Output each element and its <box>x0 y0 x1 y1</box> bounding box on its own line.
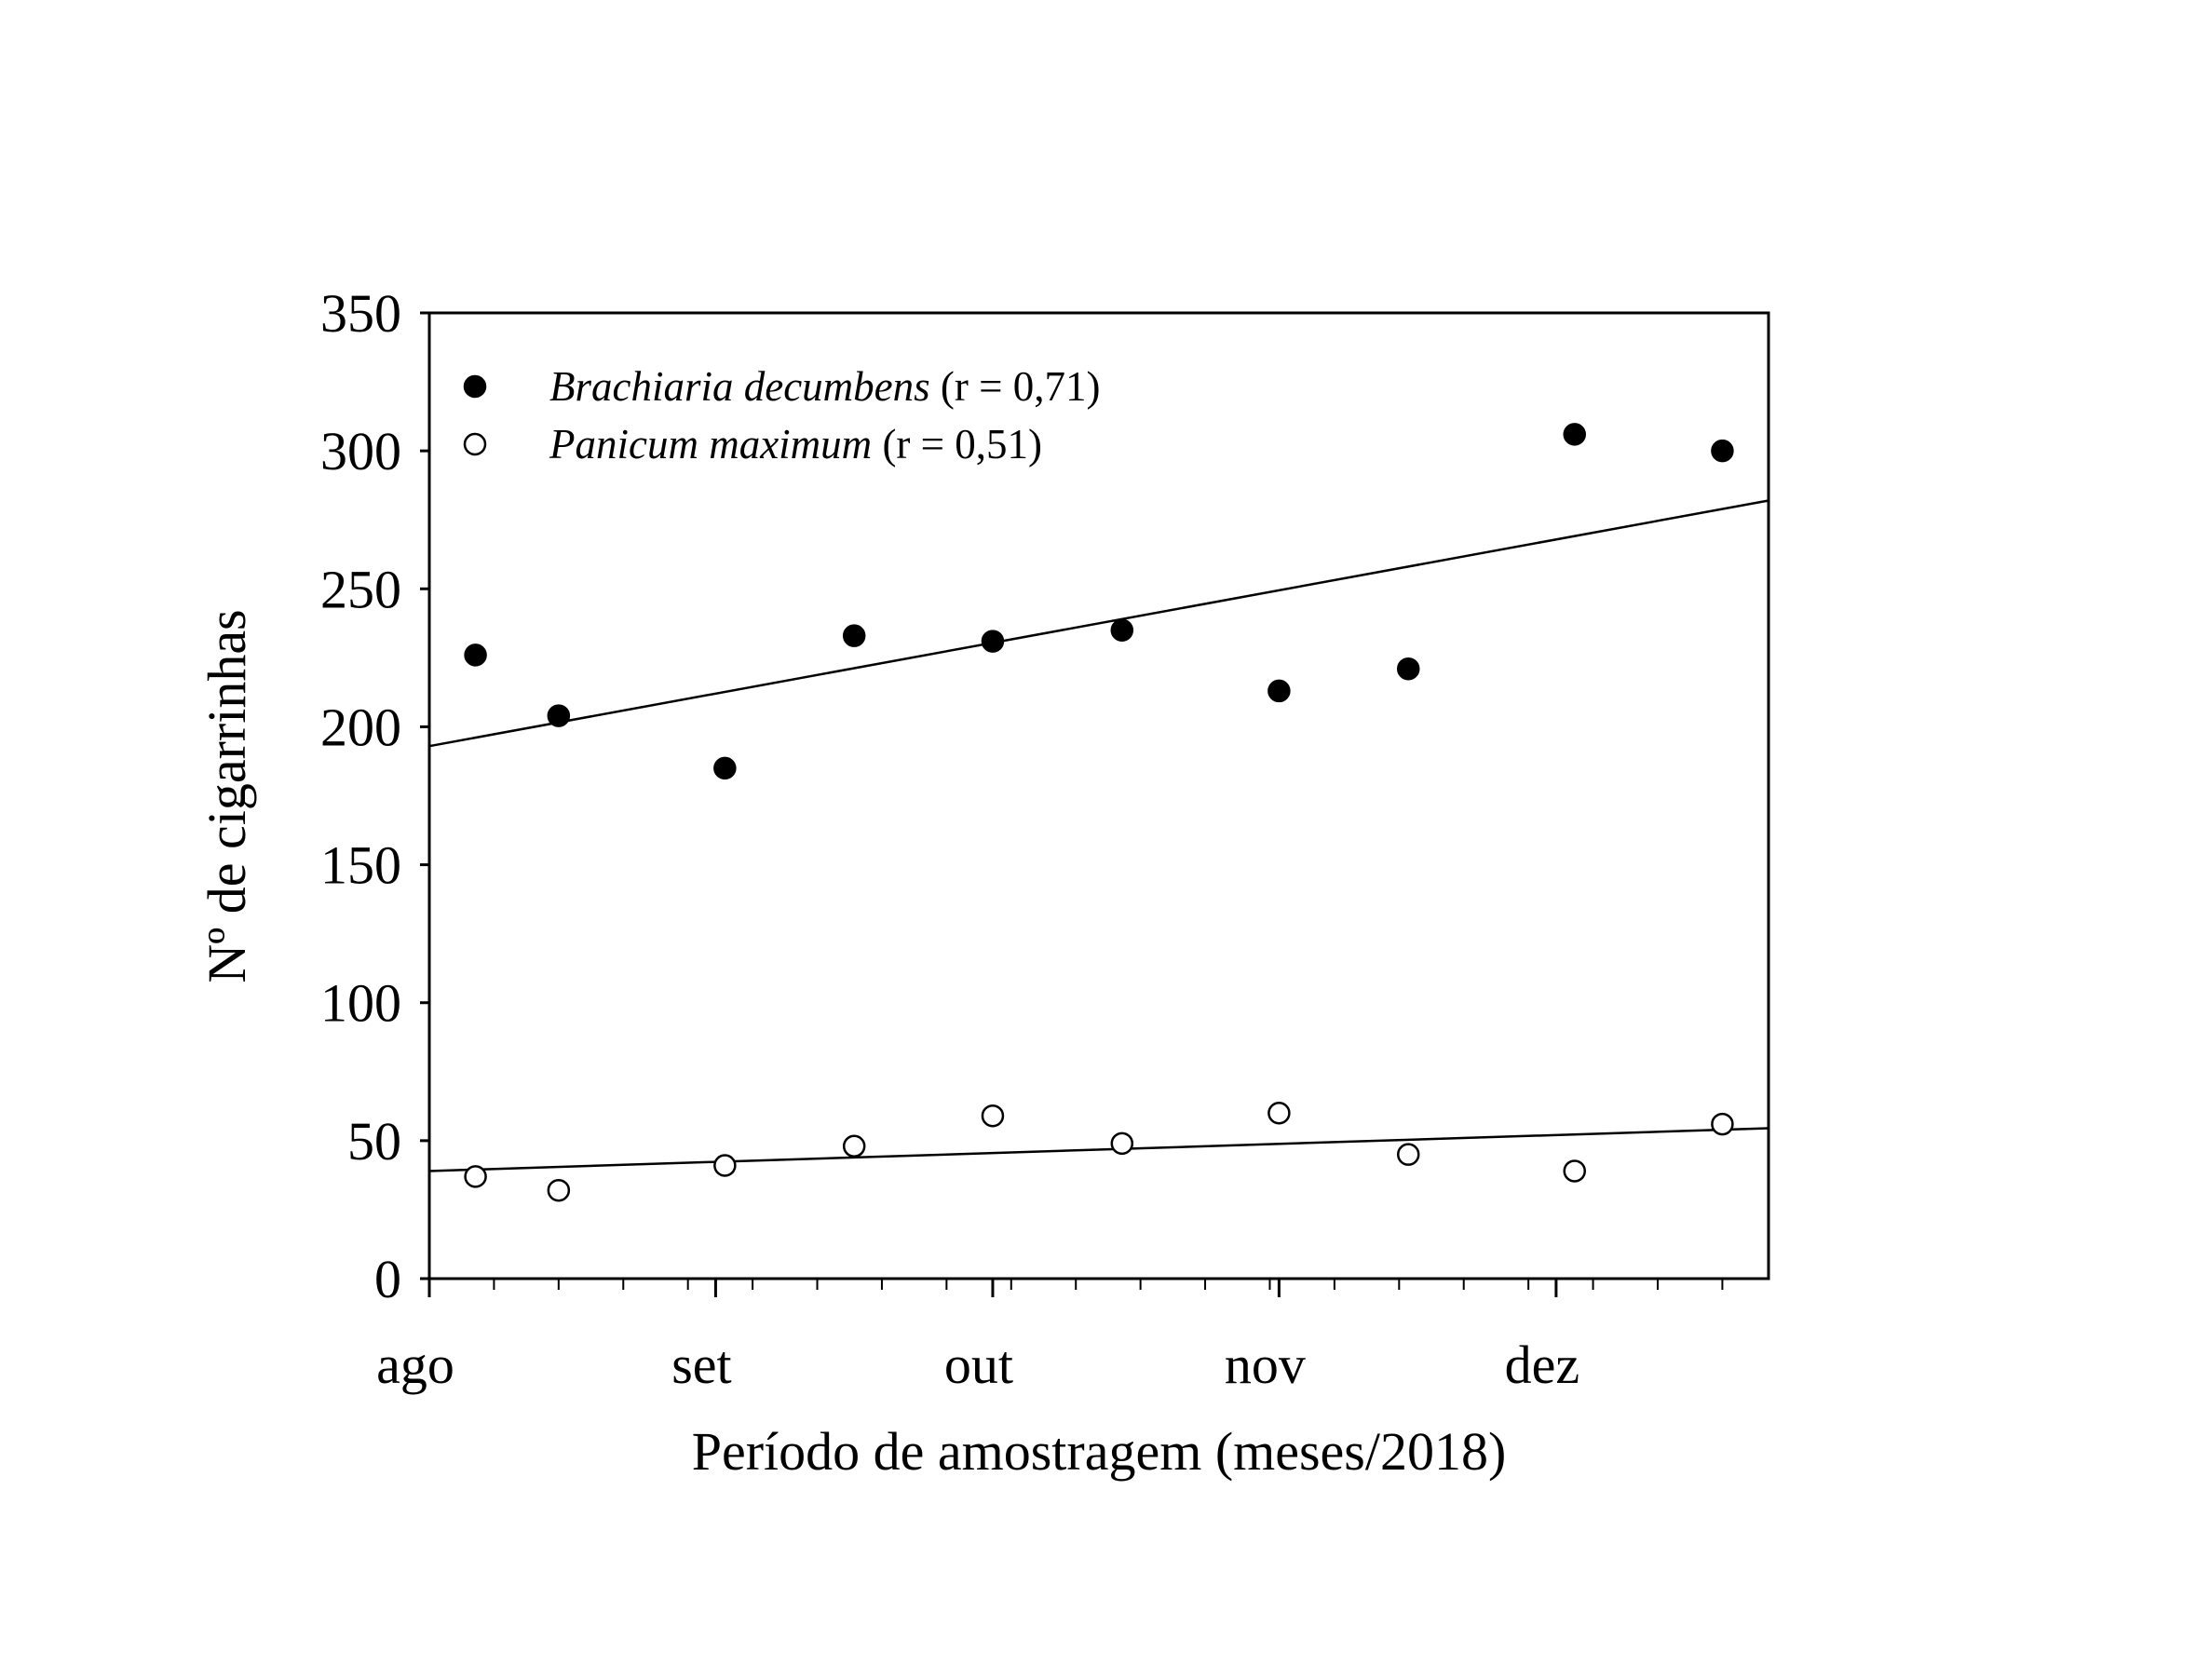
x-tick-label: set <box>671 1335 731 1395</box>
data-point-1 <box>547 1178 571 1202</box>
trend-line-1 <box>428 1127 1769 1172</box>
data-point-1 <box>1711 1112 1734 1136</box>
data-point-1 <box>1110 1131 1134 1156</box>
legend-correlation: (r = 0,51) <box>882 421 1042 467</box>
y-tick-label: 250 <box>320 559 401 619</box>
y-tick-label: 350 <box>320 283 401 344</box>
data-point-0 <box>1267 679 1291 703</box>
y-axis-title: Nº de cigarrinhas <box>197 609 257 982</box>
data-point-0 <box>1110 618 1134 642</box>
y-tick-label: 150 <box>320 835 401 896</box>
legend-marker-0 <box>463 374 487 399</box>
data-point-0 <box>1396 657 1420 681</box>
data-point-0 <box>1711 439 1734 463</box>
data-point-1 <box>1563 1159 1586 1183</box>
x-tick-label: nov <box>1225 1335 1306 1395</box>
data-point-1 <box>842 1134 866 1158</box>
data-point-1 <box>1267 1101 1291 1125</box>
x-axis-title: Período de amostragem (meses/2018) <box>692 1421 1507 1482</box>
y-tick-label: 200 <box>320 697 401 757</box>
x-tick-label: ago <box>376 1335 454 1395</box>
legend-species: Brachiaria decumbens <box>549 363 930 410</box>
data-point-0 <box>464 644 487 667</box>
legend-marker-1 <box>463 432 487 456</box>
x-tick-label: out <box>944 1335 1013 1395</box>
legend-species: Panicum maximum <box>549 421 872 467</box>
data-point-1 <box>464 1165 487 1188</box>
plot-frame <box>427 311 1770 1280</box>
data-point-0 <box>713 756 737 780</box>
legend-label-0: Brachiaria decumbens (r = 0,71) <box>549 363 1101 410</box>
data-point-1 <box>1396 1143 1420 1166</box>
x-tick-label: dez <box>1505 1335 1580 1395</box>
legend-correlation: (r = 0,71) <box>941 363 1101 410</box>
data-point-1 <box>981 1104 1005 1128</box>
data-point-0 <box>842 624 866 647</box>
trend-line-0 <box>428 499 1769 748</box>
data-point-0 <box>981 630 1005 653</box>
data-point-1 <box>713 1154 737 1177</box>
y-tick-label: 100 <box>320 973 401 1034</box>
data-point-0 <box>547 704 571 727</box>
y-tick-label: 50 <box>347 1111 401 1172</box>
legend-label-1: Panicum maximum (r = 0,51) <box>549 421 1042 467</box>
data-point-0 <box>1563 423 1586 446</box>
y-tick-label: 0 <box>374 1249 401 1309</box>
y-tick-label: 300 <box>320 421 401 481</box>
